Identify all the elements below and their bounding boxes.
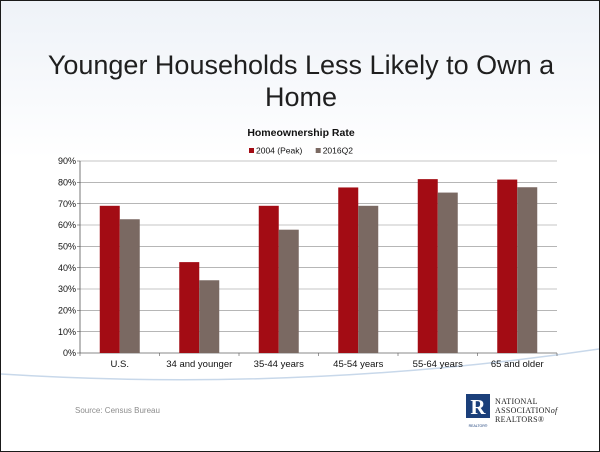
bar-2016q2-3 [358,205,379,353]
logo-mark-letter: R [470,395,486,419]
bar-2004-3 [338,187,359,353]
logo-line2-main: ASSOCIATION [495,406,551,415]
logo-line2: ASSOCIATIONof [495,406,558,415]
y-tick-label: 20% [58,306,76,316]
x-category-label: U.S. [111,359,129,370]
bar-2004-1 [179,262,200,353]
y-tick-label: 40% [58,263,76,273]
bar-2016q2-5 [517,187,538,353]
bar-2004-2 [258,205,279,353]
bar-2016q2-2 [278,229,299,353]
bar-2016q2-4 [437,192,458,353]
legend-swatch-0 [249,148,254,153]
y-tick-label: 90% [58,156,76,166]
x-category-label: 34 and younger [166,359,232,370]
realtor-r-logo-icon: R [466,394,490,419]
legend-label-1: 2016Q2 [323,146,354,156]
y-tick-label: 50% [58,242,76,252]
chart-title: Homeownership Rate [247,127,355,139]
x-category-label: 55-64 years [413,359,463,370]
bar-2004-0 [99,205,120,353]
logo-line3: REALTORS® [495,415,545,424]
logo-text: NATIONAL ASSOCIATIONof REALTORS® [495,397,558,424]
source-note: Source: Census Bureau [75,406,160,415]
bar-2016q2-0 [119,219,140,353]
y-tick-label: 10% [58,327,76,337]
logo-line1: NATIONAL [495,397,538,406]
y-tick-label: 60% [58,220,76,230]
y-tick-label: 70% [58,199,76,209]
bar-2004-5 [497,179,518,353]
y-tick-label: 30% [58,284,76,294]
nar-logo: R REALTOR® NATIONAL ASSOCIATIONof REALTO… [466,394,566,430]
slide-title: Younger Households Less Likely to Own a … [47,50,555,112]
y-tick-label: 0% [63,348,76,358]
y-tick-label: 80% [58,178,76,188]
x-category-label: 65 and older [491,359,544,370]
bar-2016q2-1 [199,280,220,353]
x-category-label: 45-54 years [333,359,383,370]
logo-mark-sub: REALTOR® [468,424,488,428]
bar-2004-4 [417,179,438,353]
x-category-label: 35-44 years [254,359,304,370]
legend-label-0: 2004 (Peak) [256,146,302,156]
logo-line2-suffix: of [550,406,558,415]
legend-swatch-1 [315,148,321,153]
